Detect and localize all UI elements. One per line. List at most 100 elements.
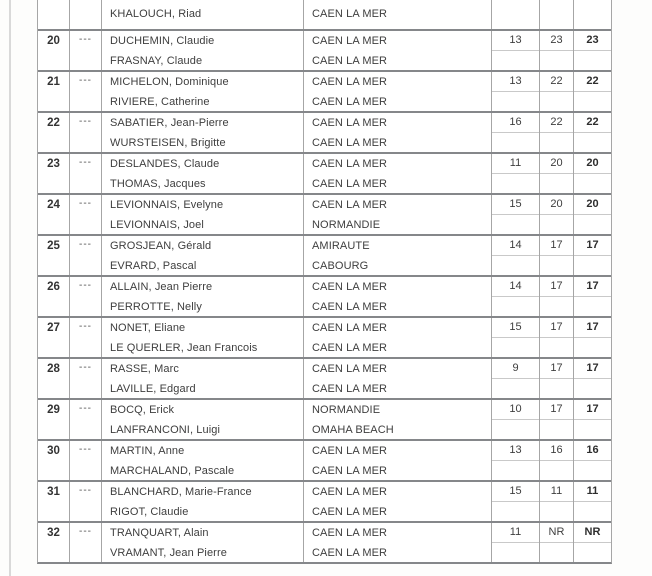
tie-indicator-label: --- xyxy=(79,198,92,209)
total-empty xyxy=(574,92,611,111)
clubs-cell: CAEN LA MER CAEN LA MER xyxy=(303,72,491,111)
total-empty xyxy=(574,51,611,70)
value1-empty xyxy=(492,543,539,562)
value1-empty xyxy=(492,420,539,439)
players-cell: NONET, Eliane LE QUERLER, Jean Francois xyxy=(101,318,303,357)
total-empty xyxy=(574,420,611,439)
clubs-cell: CAEN LA MER CAEN LA MER xyxy=(303,318,491,357)
rank-cell: 30 xyxy=(38,441,69,480)
clubs-cell: AMIRAUTE CABOURG xyxy=(303,236,491,275)
scan-page-edge-line xyxy=(9,0,11,576)
rank-cell: 27 xyxy=(38,318,69,357)
player2-name: WURSTEISEN, Brigitte xyxy=(110,136,226,149)
player1-name: RASSE, Marc xyxy=(110,363,179,375)
total-empty xyxy=(574,461,611,480)
rank-label: 20 xyxy=(47,35,60,47)
value2-cell: 20 xyxy=(539,154,573,193)
value2-cell: 22 xyxy=(539,113,573,152)
player1-club: CAEN LA MER xyxy=(312,199,388,211)
total-cell: 22 xyxy=(573,72,611,111)
tie-indicator-cell: --- xyxy=(69,72,101,111)
table-row: 30 --- MARTIN, Anne MARCHALAND, Pascale … xyxy=(38,439,611,480)
tie-indicator-label: --- xyxy=(79,116,92,127)
value1-empty xyxy=(492,461,539,480)
total-cell: 23 xyxy=(573,31,611,70)
player1-name: BLANCHARD, Marie-France xyxy=(110,486,252,498)
table-row: 32 --- TRANQUART, Alain VRAMANT, Jean Pi… xyxy=(38,521,611,562)
player1-name: LEVIONNAIS, Evelyne xyxy=(110,199,224,211)
players-cell: MICHELON, Dominique RIVIERE, Catherine xyxy=(101,72,303,111)
value2-cell: 17 xyxy=(539,236,573,275)
total-label: 17 xyxy=(574,359,611,379)
player2-club: CAEN LA MER xyxy=(312,177,388,190)
player1-club: NORMANDIE xyxy=(312,404,381,416)
table-row: 21 --- MICHELON, Dominique RIVIERE, Cath… xyxy=(38,70,611,111)
table-row-partial: KHALOUCH, Riad CAEN LA MER xyxy=(38,0,611,29)
total-cell: 17 xyxy=(573,318,611,357)
clubs-cell: CAEN LA MER CAEN LA MER xyxy=(303,154,491,193)
players-cell: SABATIER, Jean-Pierre WURSTEISEN, Brigit… xyxy=(101,113,303,152)
table-row: 24 --- LEVIONNAIS, Evelyne LEVIONNAIS, J… xyxy=(38,193,611,234)
clubs-cell: NORMANDIE OMAHA BEACH xyxy=(303,400,491,439)
value1-cell: 14 xyxy=(491,277,539,316)
clubs-cell: CAEN LA MER xyxy=(303,0,491,29)
value2-cell: 17 xyxy=(539,277,573,316)
tie-indicator-cell: --- xyxy=(69,195,101,234)
tie-indicator-cell: --- xyxy=(69,400,101,439)
table-row: 29 --- BOCQ, Erick LANFRANCONI, Luigi NO… xyxy=(38,398,611,439)
value1-label: 9 xyxy=(492,359,539,379)
rank-cell: 31 xyxy=(38,482,69,521)
value1-cell: 11 xyxy=(491,154,539,193)
value2-label: 23 xyxy=(540,31,573,51)
players-cell: ALLAIN, Jean Pierre PERROTTE, Nelly xyxy=(101,277,303,316)
rank-label: 32 xyxy=(47,527,60,539)
value2-cell: 11 xyxy=(539,482,573,521)
rank-label: 23 xyxy=(47,158,60,170)
total-label: NR xyxy=(574,523,611,543)
value1-label: 15 xyxy=(492,195,539,215)
player2-name: EVRARD, Pascal xyxy=(110,259,197,272)
player2-club: NORMANDIE xyxy=(312,218,381,231)
value1-empty xyxy=(492,133,539,152)
player2-club: CAEN LA MER xyxy=(312,341,388,354)
tie-indicator-cell: --- xyxy=(69,523,101,562)
value1-label: 11 xyxy=(492,154,539,174)
value1-cell: 15 xyxy=(491,318,539,357)
player2-club: CAEN LA MER xyxy=(312,464,388,477)
value1-cell: 11 xyxy=(491,523,539,562)
tie-indicator-cell: --- xyxy=(69,318,101,357)
player1-club: AMIRAUTE xyxy=(312,240,370,252)
value2-cell: 23 xyxy=(539,31,573,70)
value2-cell: 22 xyxy=(539,72,573,111)
total-label: 11 xyxy=(574,482,611,502)
value1-label: 13 xyxy=(492,72,539,92)
tie-indicator-label: --- xyxy=(79,34,92,45)
players-cell: TRANQUART, Alain VRAMANT, Jean Pierre xyxy=(101,523,303,562)
table-row: 31 --- BLANCHARD, Marie-France RIGOT, Cl… xyxy=(38,480,611,521)
value1-cell: 13 xyxy=(491,72,539,111)
tie-indicator-cell: --- xyxy=(69,113,101,152)
table-body: 20 --- DUCHEMIN, Claudie FRASNAY, Claude… xyxy=(38,29,611,562)
rank-label: 31 xyxy=(47,486,60,498)
tie-indicator-label: --- xyxy=(79,444,92,455)
total-label: 17 xyxy=(574,318,611,338)
rank-label: 29 xyxy=(47,404,60,416)
player-club: CAEN LA MER xyxy=(312,8,388,20)
value2-empty xyxy=(540,133,573,152)
tie-indicator-cell: --- xyxy=(69,154,101,193)
table-row: 23 --- DESLANDES, Claude THOMAS, Jacques… xyxy=(38,152,611,193)
player2-name: LANFRANCONI, Luigi xyxy=(110,423,220,436)
total-empty xyxy=(574,133,611,152)
player1-name: DUCHEMIN, Claudie xyxy=(110,35,215,47)
total-cell: 22 xyxy=(573,113,611,152)
rank-label: 24 xyxy=(47,199,60,211)
value2-empty xyxy=(540,338,573,357)
rank-cell: 20 xyxy=(38,31,69,70)
value1-empty xyxy=(492,379,539,398)
player1-club: CAEN LA MER xyxy=(312,527,388,539)
table-row: 20 --- DUCHEMIN, Claudie FRASNAY, Claude… xyxy=(38,29,611,70)
player2-name: PERROTTE, Nelly xyxy=(110,300,202,313)
total-label: 16 xyxy=(574,441,611,461)
value2-empty xyxy=(540,92,573,111)
rank-cell: 32 xyxy=(38,523,69,562)
